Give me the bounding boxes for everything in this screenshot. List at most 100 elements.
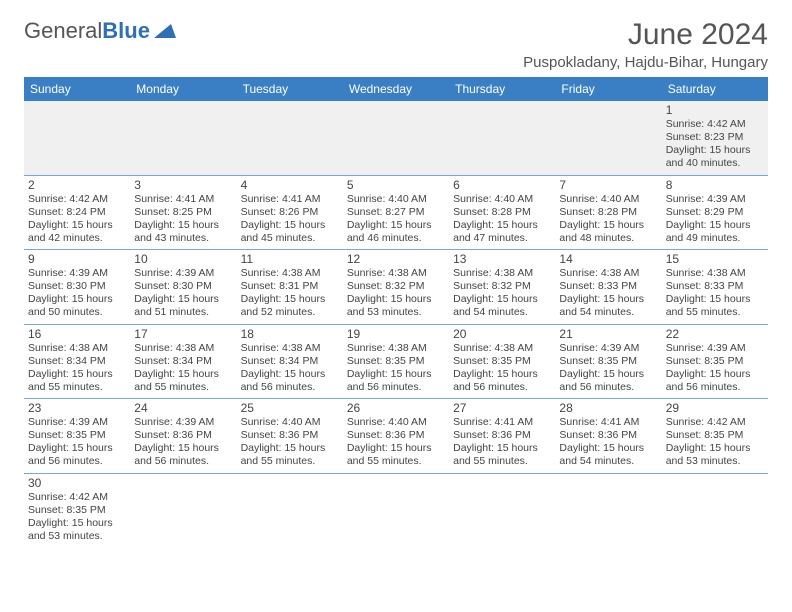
logo-text-2: Blue (102, 18, 150, 44)
calendar-cell: 1Sunrise: 4:42 AMSunset: 8:23 PMDaylight… (662, 101, 768, 175)
day-info-line: Daylight: 15 hours (134, 368, 232, 381)
calendar-cell: 5Sunrise: 4:40 AMSunset: 8:27 PMDaylight… (343, 176, 449, 250)
day-info-line: Daylight: 15 hours (347, 442, 445, 455)
day-info-line: Sunrise: 4:40 AM (347, 416, 445, 429)
day-info-line: Sunrise: 4:38 AM (347, 267, 445, 280)
calendar-week: 9Sunrise: 4:39 AMSunset: 8:30 PM Daylight… (24, 250, 768, 325)
day-info-line: and 54 minutes. (559, 455, 657, 468)
day-info-line: Daylight: 15 hours (559, 219, 657, 232)
day-info-line: and 47 minutes. (453, 232, 551, 245)
day-info-line: and 55 minutes. (28, 381, 126, 394)
day-info-line: Sunset: 8:35 PM (559, 355, 657, 368)
day-info-line: and 53 minutes. (666, 455, 764, 468)
day-number: 3 (134, 178, 232, 193)
day-number: 16 (28, 327, 126, 342)
day-info-line: Sunset: 8:36 PM (347, 429, 445, 442)
day-info-line: Sunrise: 4:38 AM (241, 342, 339, 355)
day-info-line: and 45 minutes. (241, 232, 339, 245)
day-number: 4 (241, 178, 339, 193)
day-info-line: Sunset: 8:33 PM (559, 280, 657, 293)
day-info-line: Daylight: 15 hours (666, 219, 764, 232)
calendar-cell: 8Sunrise: 4:39 AMSunset: 8:29 PMDaylight… (662, 176, 768, 250)
title-block: June 2024 Puspokladany, Hajdu-Bihar, Hun… (523, 18, 768, 71)
day-info-line: and 49 minutes. (666, 232, 764, 245)
day-info-line: Sunset: 8:35 PM (347, 355, 445, 368)
day-info-line: Sunset: 8:26 PM (241, 206, 339, 219)
day-info-line: and 54 minutes. (453, 306, 551, 319)
weekday-label: Saturday (662, 77, 768, 101)
day-info-line: Sunrise: 4:39 AM (559, 342, 657, 355)
day-info-line: Sunset: 8:30 PM (28, 280, 126, 293)
day-info-line: Sunset: 8:27 PM (347, 206, 445, 219)
day-info-line: and 53 minutes. (347, 306, 445, 319)
day-info-line: Daylight: 15 hours (453, 293, 551, 306)
day-info-line: and 56 minutes. (559, 381, 657, 394)
logo-triangle-icon (154, 18, 176, 44)
day-info-line: Sunrise: 4:39 AM (134, 416, 232, 429)
day-info-line: Sunrise: 4:38 AM (453, 267, 551, 280)
day-info-line: Daylight: 15 hours (347, 293, 445, 306)
calendar-cell (662, 474, 768, 548)
day-info-line: Daylight: 15 hours (134, 442, 232, 455)
day-number: 20 (453, 327, 551, 342)
page-header: GeneralBlue June 2024 Puspokladany, Hajd… (24, 18, 768, 71)
day-info-line: Sunset: 8:32 PM (347, 280, 445, 293)
day-info-line: Sunrise: 4:42 AM (666, 416, 764, 429)
calendar-cell (555, 474, 661, 548)
weekday-label: Thursday (449, 77, 555, 101)
day-number: 14 (559, 252, 657, 267)
day-info-line: Sunset: 8:34 PM (134, 355, 232, 368)
location-text: Puspokladany, Hajdu-Bihar, Hungary (523, 54, 768, 71)
day-info-line: Sunset: 8:32 PM (453, 280, 551, 293)
day-info-line: Daylight: 15 hours (28, 368, 126, 381)
day-info-line: and 55 minutes. (453, 455, 551, 468)
calendar-cell: 30Sunrise: 4:42 AMSunset: 8:35 PMDayligh… (24, 474, 130, 548)
calendar-cell (130, 101, 236, 175)
day-info-line: Sunrise: 4:38 AM (347, 342, 445, 355)
day-info-line: and 50 minutes. (28, 306, 126, 319)
day-number: 5 (347, 178, 445, 193)
day-info-line: and 55 minutes. (347, 455, 445, 468)
day-info-line: Sunrise: 4:41 AM (241, 193, 339, 206)
day-info-line: Sunrise: 4:39 AM (28, 416, 126, 429)
weekday-label: Wednesday (343, 77, 449, 101)
logo: GeneralBlue (24, 18, 176, 46)
day-info-line: Sunrise: 4:39 AM (28, 267, 126, 280)
day-info-line: Daylight: 15 hours (241, 368, 339, 381)
day-info-line: Sunset: 8:35 PM (28, 504, 126, 517)
weekday-label: Friday (555, 77, 661, 101)
calendar-cell: 3Sunrise: 4:41 AMSunset: 8:25 PMDaylight… (130, 176, 236, 250)
day-info-line: Sunset: 8:25 PM (134, 206, 232, 219)
day-info-line: Sunset: 8:28 PM (453, 206, 551, 219)
day-info-line: Sunrise: 4:41 AM (453, 416, 551, 429)
day-number: 25 (241, 401, 339, 416)
day-info-line: and 56 minutes. (453, 381, 551, 394)
day-info-line: Sunrise: 4:38 AM (28, 342, 126, 355)
day-info-line: and 46 minutes. (347, 232, 445, 245)
day-info-line: Sunrise: 4:38 AM (666, 267, 764, 280)
day-info-line: and 53 minutes. (28, 530, 126, 543)
day-info-line: Sunrise: 4:40 AM (347, 193, 445, 206)
day-number: 23 (28, 401, 126, 416)
calendar-week: 1Sunrise: 4:42 AMSunset: 8:23 PMDaylight… (24, 101, 768, 176)
calendar-cell: 9Sunrise: 4:39 AMSunset: 8:30 PMDaylight… (24, 250, 130, 324)
day-info-line: Sunrise: 4:42 AM (28, 491, 126, 504)
day-info-line: Sunset: 8:35 PM (28, 429, 126, 442)
day-info-line: Daylight: 15 hours (666, 293, 764, 306)
day-info-line: Sunrise: 4:41 AM (559, 416, 657, 429)
day-info-line: Sunset: 8:35 PM (666, 355, 764, 368)
day-info-line: Daylight: 15 hours (28, 219, 126, 232)
calendar-cell (449, 101, 555, 175)
day-number: 9 (28, 252, 126, 267)
weekday-label: Sunday (24, 77, 130, 101)
day-info-line: Daylight: 15 hours (241, 293, 339, 306)
day-info-line: Sunset: 8:36 PM (453, 429, 551, 442)
day-number: 15 (666, 252, 764, 267)
day-info-line: Daylight: 15 hours (28, 517, 126, 530)
calendar-cell: 29Sunrise: 4:42 AMSunset: 8:35 PMDayligh… (662, 399, 768, 473)
calendar-cell: 28Sunrise: 4:41 AMSunset: 8:36 PMDayligh… (555, 399, 661, 473)
day-info-line: Sunset: 8:34 PM (28, 355, 126, 368)
calendar-cell (555, 101, 661, 175)
day-number: 11 (241, 252, 339, 267)
day-number: 2 (28, 178, 126, 193)
